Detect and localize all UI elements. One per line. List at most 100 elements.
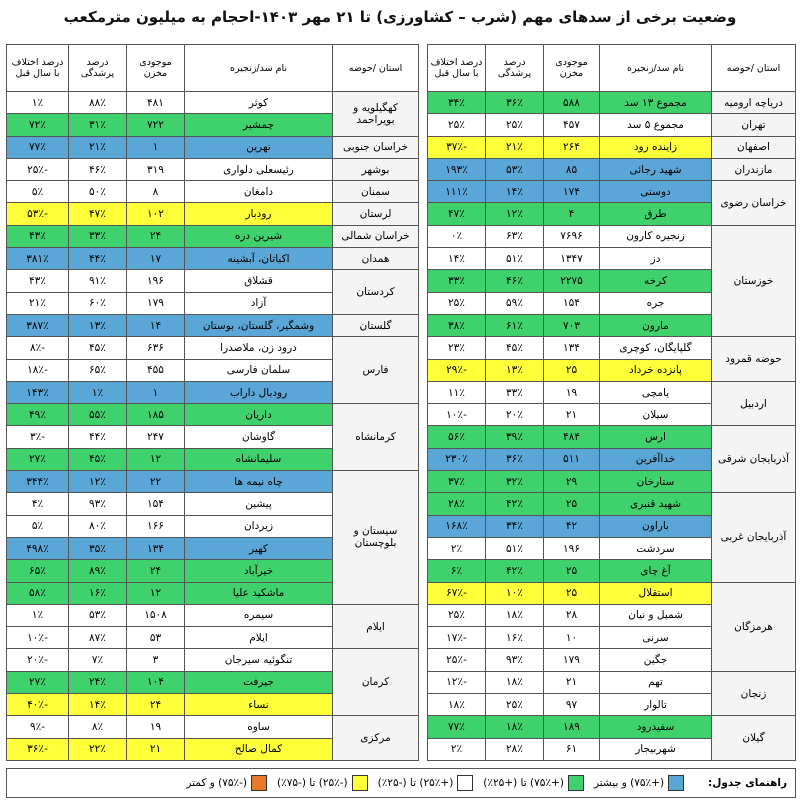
change-cell: -۲۵٪ xyxy=(6,157,69,182)
legend-swatch xyxy=(251,775,268,791)
fill-cell: ۱٪ xyxy=(68,380,127,405)
volume-cell: ۷۰۳ xyxy=(543,313,600,338)
volume-cell: ۱۹ xyxy=(126,715,185,739)
legend-swatch xyxy=(567,775,584,791)
dam-row: خداآفرین ۵۱۱ ۳۶٪ ۲۳۰٪ xyxy=(427,447,796,472)
change-cell: ۰٪ xyxy=(427,224,486,249)
province-cell: لرستان xyxy=(332,202,419,226)
name-cell: شهید قنبری xyxy=(599,492,712,516)
volume-cell: ۱۳۴ xyxy=(126,536,185,561)
province-cell: دریاچه ارومیه xyxy=(711,90,796,115)
name-cell: کوثر xyxy=(184,90,333,115)
dam-row: سردشت ۱۹۶ ۵۱٪ ۲٪ xyxy=(427,536,796,561)
legend-label: (+۲۵٪) تا (-۲۵٪) xyxy=(377,777,454,789)
name-cell: چمشیر xyxy=(184,113,333,137)
province-cell: سمنان xyxy=(332,180,419,204)
fill-cell: ۴۶٪ xyxy=(68,157,127,182)
name-cell: کرخه xyxy=(599,269,712,293)
volume-cell: ۸۵ xyxy=(543,157,600,182)
dam-row: آذربایجان شرقی ارس ۴۸۴ ۳۹٪ ۵۶٪ xyxy=(427,425,796,494)
fill-cell: ۲۱٪ xyxy=(68,135,127,159)
dam-row: گاوشان ۲۴۷ ۴۴٪ -۳٪ xyxy=(6,425,419,449)
fill-cell: ۶۱٪ xyxy=(485,313,544,338)
province-cell: خراسان جنوبی xyxy=(332,135,419,159)
fill-cell: ۱۶٪ xyxy=(485,626,544,650)
change-cell: ۷۷٪ xyxy=(427,715,486,739)
header-cell: موجودی مخزن xyxy=(126,44,185,92)
volume-cell: ۲۶۴ xyxy=(543,135,600,159)
province-cell: آذربایجان شرقی xyxy=(711,425,796,494)
legend-swatch xyxy=(351,775,368,791)
volume-cell: ۴۸۴ xyxy=(543,425,600,449)
header-cell: نام سد/زنجیره xyxy=(599,44,712,92)
province-cell: کردستان xyxy=(332,269,419,315)
dam-row: فارس درود زن، ملاصدرا ۶۳۶ ۴۵٪ -۸٪ xyxy=(6,336,419,405)
dam-row: پیشین ۱۵۴ ۹۳٪ ۴٪ xyxy=(6,492,419,516)
dam-row: شمیل و نیان ۲۸ ۱۸٪ ۲۵٪ xyxy=(427,603,796,628)
name-cell: کهیر xyxy=(184,536,333,561)
volume-cell: ۹۷ xyxy=(543,693,600,717)
change-cell: ۲۸٪ xyxy=(427,492,486,516)
dam-row: گلستان وشمگیر، گلستان، بوستان ۱۴ ۱۳٪ ۳۸۷٪ xyxy=(6,313,419,338)
fill-cell: ۲۵٪ xyxy=(485,113,544,137)
province-cell: ایلام xyxy=(332,603,419,650)
volume-cell: ۷۲۲ xyxy=(126,113,185,137)
name-cell: سیمره xyxy=(184,603,333,628)
change-cell: ۲٪ xyxy=(427,536,486,561)
volume-cell: ۱۷۴ xyxy=(543,180,600,204)
name-cell: ستارخان xyxy=(599,470,712,494)
volume-cell: ۱۸۹ xyxy=(543,715,600,739)
dam-row: آزاد ۱۷۹ ۶۰٪ ۲۱٪ xyxy=(6,291,419,315)
volume-cell: ۱۵۰۸ xyxy=(126,603,185,628)
change-cell: ۲۵٪ xyxy=(427,603,486,628)
dam-row: حوضه قمرود گلپایگان، کوچری ۱۳۴ ۴۵٪ ۲۳٪ xyxy=(427,336,796,382)
title: وضعیت برخی از سدهای مهم (شرب – کشاورزی) … xyxy=(63,8,737,26)
name-cell: چاه نیمه ها xyxy=(184,470,333,494)
volume-cell: ۱۰۲ xyxy=(126,202,185,226)
volume-cell: ۲۱ xyxy=(543,670,600,695)
legend-item: (-۷۵٪) و کمتر xyxy=(186,775,268,791)
fill-cell: ۳۳٪ xyxy=(68,224,127,249)
volume-cell: ۸ xyxy=(126,180,185,204)
province-cell: بوشهر xyxy=(332,157,419,182)
dam-row: خوزستان زنجیره کارون ۷۶۹۶ ۶۳٪ ۰٪ xyxy=(427,224,796,338)
dam-row: ستارخان ۲۹ ۳۲٪ ۳۷٪ xyxy=(427,470,796,494)
name-cell: زاینده رود xyxy=(599,135,712,159)
province-cell: کرمان xyxy=(332,648,419,717)
fill-cell: ۳۵٪ xyxy=(68,536,127,561)
name-cell: استقلال xyxy=(599,581,712,605)
fill-cell: ۵۱٪ xyxy=(485,536,544,561)
volume-cell: ۱۳۴ xyxy=(543,336,600,360)
table-header: استان /حوضه نام سد/زنجیره موجودی مخزن درصد … xyxy=(427,44,796,92)
change-cell: ۴٪ xyxy=(6,492,69,516)
volume-cell: ۱۲ xyxy=(126,447,185,472)
change-cell: ۲۷٪ xyxy=(6,447,69,472)
change-cell: ۷۷٪ xyxy=(6,135,69,159)
volume-cell: ۱۲ xyxy=(126,581,185,605)
name-cell: تنگوئیه سیرجان xyxy=(184,648,333,672)
change-cell: -۱۰٪ xyxy=(6,626,69,650)
legend-label: (-۷۵٪) و کمتر xyxy=(186,777,248,789)
name-cell: شیرین دره xyxy=(184,224,333,249)
volume-cell: ۱۷۹ xyxy=(126,291,185,315)
dam-row: ایلام ۵۳ ۸۷٪ -۱۰٪ xyxy=(6,626,419,650)
dam-row: ایلام سیمره ۱۵۰۸ ۵۳٪ ۱٪ xyxy=(6,603,419,650)
fill-cell: ۱۸٪ xyxy=(485,715,544,739)
volume-cell: ۱۹۶ xyxy=(543,536,600,561)
dam-row: دریاچه ارومیه مجموع ۱۳ سد ۵۸۸ ۳۶٪ ۳۴٪ xyxy=(427,90,796,115)
fill-cell: ۴۲٪ xyxy=(485,492,544,516)
dam-row: خراسان جنوبی نهرین ۱ ۲۱٪ ۷۷٪ xyxy=(6,135,419,159)
volume-cell: ۲۹ xyxy=(543,470,600,494)
volume-cell: ۱۹ xyxy=(543,380,600,405)
volume-cell: ۱ xyxy=(126,135,185,159)
header-row: استان /حوضه نام سد/زنجیره موجودی مخزن درصد … xyxy=(427,44,796,92)
change-cell: ۱۴٪ xyxy=(427,247,486,271)
province-cell: گلستان xyxy=(332,313,419,338)
name-cell: کمال صالح xyxy=(184,737,333,761)
name-cell: پانزده خرداد xyxy=(599,358,712,382)
fill-cell: ۶۵٪ xyxy=(68,358,127,382)
name-cell: آغ چای xyxy=(599,559,712,583)
name-cell: دوستی xyxy=(599,180,712,204)
name-cell: شهربیجار xyxy=(599,737,712,761)
name-cell: تالوار xyxy=(599,693,712,717)
